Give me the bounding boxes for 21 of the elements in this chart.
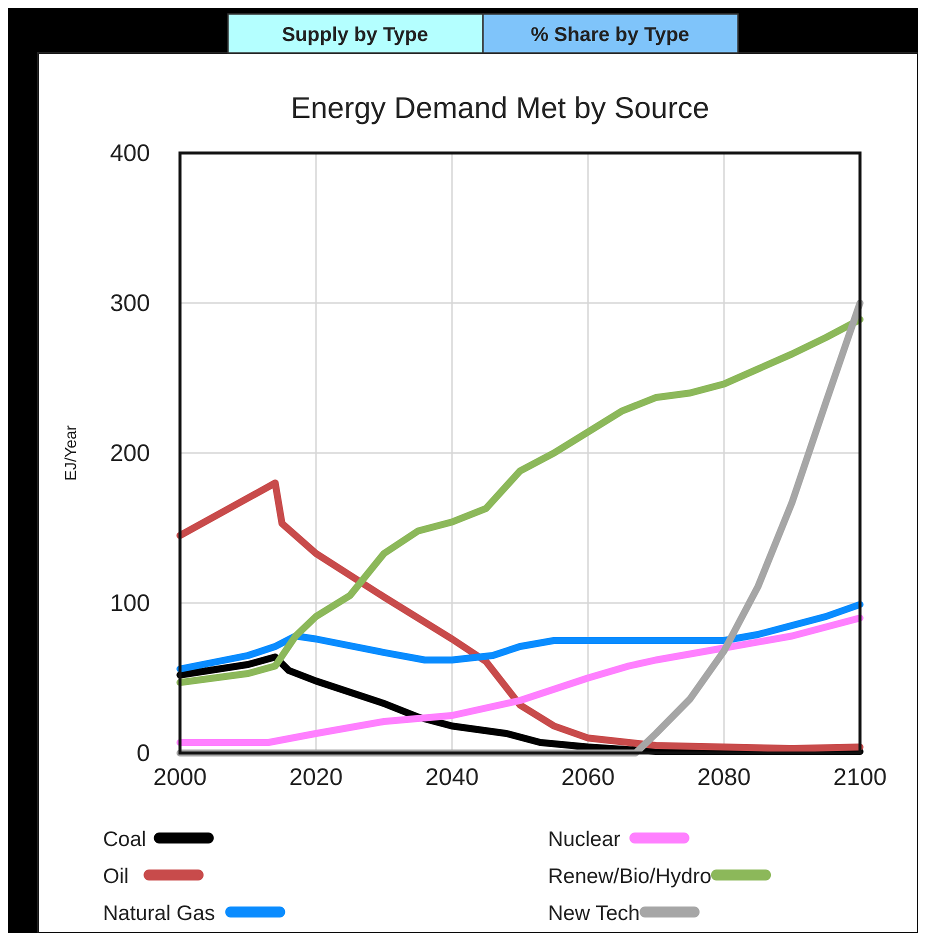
chart-title: Energy Demand Met by Source xyxy=(290,92,710,125)
y-axis-title: EJ/Year xyxy=(63,424,80,481)
y-tick-label: 300 xyxy=(110,290,150,317)
y-tick-label: 100 xyxy=(110,590,150,617)
y-tick-label: 0 xyxy=(136,740,150,767)
x-tick-label: 2000 xyxy=(153,764,207,791)
y-tick-label: 200 xyxy=(110,440,150,467)
x-tick-label: 2060 xyxy=(561,764,615,791)
legend-label: Oil xyxy=(103,865,129,888)
x-tick-label: 2100 xyxy=(833,764,887,791)
x-tick-label: 2040 xyxy=(425,764,479,791)
text: Supply by Type xyxy=(282,24,428,46)
legend-label: Coal xyxy=(103,828,146,851)
text: % Share by Type xyxy=(530,24,690,46)
legend-label: Renew/Bio/Hydro xyxy=(548,865,712,888)
legend-label: Nuclear xyxy=(548,828,620,851)
x-tick-label: 2020 xyxy=(289,764,343,791)
legend-label: Natural Gas xyxy=(103,902,216,925)
legend-label: New Tech xyxy=(548,902,640,925)
y-tick-label: 400 xyxy=(110,140,150,167)
x-tick-label: 2080 xyxy=(697,764,751,791)
